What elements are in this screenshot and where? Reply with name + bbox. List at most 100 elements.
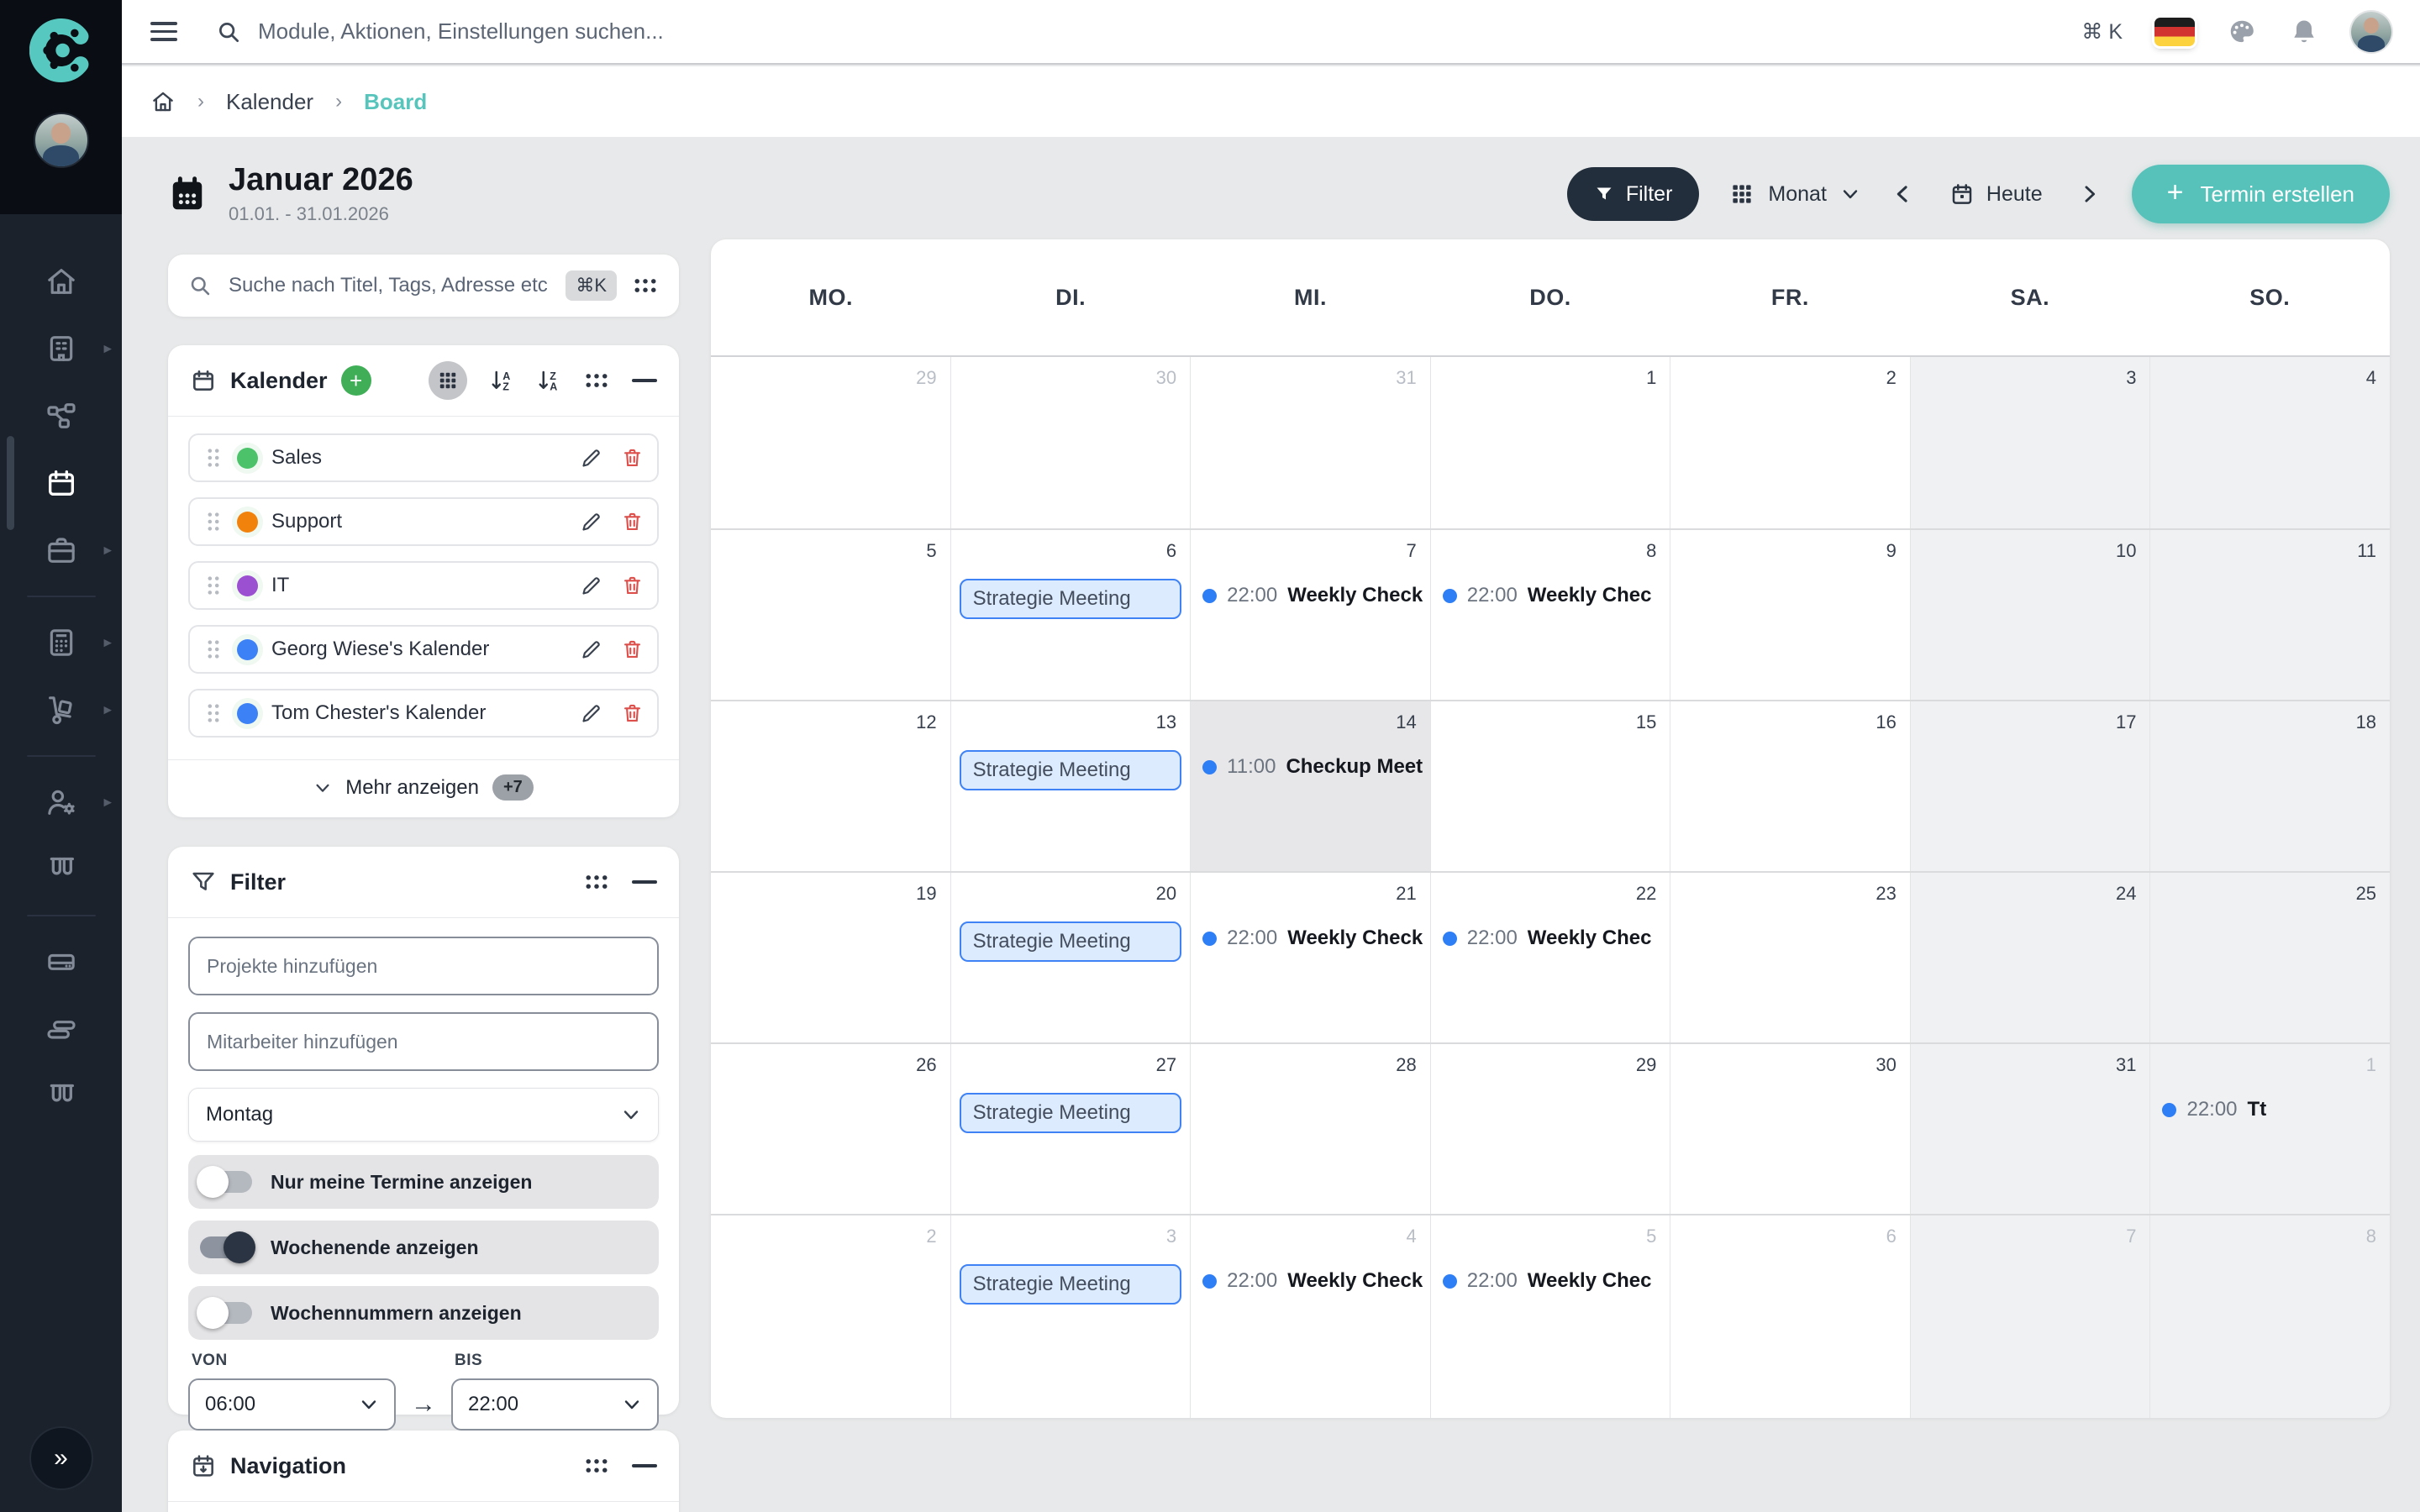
day-cell[interactable]: 10 [1909,530,2150,700]
global-search-input[interactable] [256,18,844,45]
show-more-button[interactable]: Mehr anzeigen +7 [168,759,679,815]
day-cell[interactable]: 28 [1190,1044,1430,1214]
calendar-list-item[interactable]: Georg Wiese's Kalender [188,625,659,674]
sort-az-button[interactable] [489,368,514,393]
time-to-select[interactable]: 22:00 [451,1378,659,1431]
day-cell[interactable]: 21 22:00 Weekly Check [1190,873,1430,1042]
day-cell[interactable]: 31 [1190,357,1430,528]
sidebar-item-home[interactable] [0,248,122,315]
event-timed[interactable]: 22:00 Weekly Check [1191,1269,1430,1293]
collapse-panel-button[interactable] [632,379,657,382]
day-cell[interactable]: 20 Strategie Meeting [950,873,1191,1042]
day-cell[interactable]: 2 [1670,357,1910,528]
employees-filter-input[interactable] [188,1012,659,1071]
day-cell[interactable]: 6 [1670,1215,1910,1418]
event-block[interactable]: Strategie Meeting [959,921,1182,962]
create-event-button[interactable]: + Termin erstellen [2131,165,2390,223]
breadcrumb-kalender[interactable]: Kalender [226,88,314,114]
day-cell[interactable]: 24 [1909,873,2150,1042]
sidebar-item-hand-truck[interactable]: ▸ [0,676,122,743]
day-cell[interactable]: 12 [711,701,950,871]
day-cell[interactable]: 3 [1909,357,2150,528]
event-timed[interactable]: 22:00 Weekly Check [1191,584,1430,607]
panel-drag-handle[interactable] [583,370,610,391]
event-block[interactable]: Strategie Meeting [959,1264,1182,1305]
event-timed[interactable]: 22:00 Weekly Chec [1431,584,1670,607]
day-cell[interactable]: 29 [711,357,950,528]
day-cell[interactable]: 1 [1429,357,1670,528]
day-cell[interactable]: 13 Strategie Meeting [950,701,1191,871]
event-block[interactable]: Strategie Meeting [959,579,1182,619]
calendar-view-toggle[interactable] [429,361,467,400]
view-mode-select[interactable]: Monat [1729,181,1860,207]
day-cell[interactable]: 8 [2149,1215,2390,1418]
calendar-list-item[interactable]: Support [188,497,659,546]
day-cell[interactable]: 6 Strategie Meeting [950,530,1191,700]
event-timed[interactable]: 22:00 Tt [2150,1098,2390,1121]
edit-calendar-button[interactable] [580,702,602,725]
event-timed[interactable]: 11:00 Checkup Meet [1191,755,1430,779]
day-cell[interactable]: 8 22:00 Weekly Chec [1429,530,1670,700]
home-icon[interactable] [150,89,176,114]
day-cell[interactable]: 2 [711,1215,950,1418]
event-timed[interactable]: 22:00 Weekly Check [1191,927,1430,950]
sidebar-item-user-settings[interactable]: ▸ [0,769,122,836]
drag-handle-icon[interactable] [203,445,224,470]
day-cell[interactable]: 15 [1429,701,1670,871]
day-cell[interactable]: 26 [711,1044,950,1214]
event-timed[interactable]: 22:00 Weekly Chec [1431,1269,1670,1293]
toggle-switch[interactable] [200,1231,255,1263]
panel-drag-handle[interactable] [583,871,610,893]
toggle-switch[interactable] [197,1297,252,1329]
notifications-bell-icon[interactable] [2289,17,2319,47]
edit-calendar-button[interactable] [580,447,602,470]
sidebar-item-calculator[interactable]: ▸ [0,609,122,676]
event-block[interactable]: Strategie Meeting [959,1093,1182,1133]
breadcrumb-board[interactable]: Board [364,88,428,114]
app-logo[interactable] [29,18,93,82]
day-cell[interactable]: 25 [2149,873,2390,1042]
theme-palette-icon[interactable] [2227,17,2257,47]
collapse-panel-button[interactable] [632,880,657,884]
collapse-panel-button[interactable] [632,1464,657,1467]
edit-calendar-button[interactable] [580,575,602,597]
day-cell[interactable]: 7 22:00 Weekly Check [1190,530,1430,700]
sidebar-item-company[interactable]: ▸ [0,315,122,382]
toggle-switch[interactable] [197,1166,252,1198]
day-cell[interactable]: 22 22:00 Weekly Chec [1429,873,1670,1042]
day-cell[interactable]: 30 [1670,1044,1910,1214]
next-month-button[interactable] [2078,182,2102,206]
drag-handle-icon[interactable] [203,573,224,598]
event-timed[interactable]: 22:00 Weekly Chec [1431,927,1670,950]
panel-drag-handle[interactable] [583,1455,610,1477]
sidebar-item-stack[interactable] [0,995,122,1063]
delete-calendar-button[interactable] [621,575,644,597]
day-cell[interactable]: 31 [1909,1044,2150,1214]
sidebar-item-hard-drive[interactable] [0,928,122,995]
week-start-select[interactable]: Montag [188,1088,659,1142]
sidebar-item-test-tubes[interactable] [0,836,122,903]
sidebar-item-briefcase[interactable]: ▸ [0,517,122,584]
day-cell[interactable]: 23 [1670,873,1910,1042]
sort-za-button[interactable] [536,368,561,393]
calendar-list-item[interactable]: IT [188,561,659,610]
sidebar-item-calendar[interactable] [0,449,122,517]
day-cell[interactable]: 4 [2149,357,2390,528]
drag-handle-icon[interactable] [203,701,224,726]
day-cell[interactable]: 16 [1670,701,1910,871]
day-cell[interactable]: 29 [1429,1044,1670,1214]
projects-filter-input[interactable] [188,937,659,995]
day-cell[interactable]: 19 [711,873,950,1042]
sidebar-user-avatar[interactable] [33,113,89,168]
day-cell[interactable]: 1 22:00 Tt [2149,1044,2390,1214]
delete-calendar-button[interactable] [621,447,644,470]
prev-month-button[interactable] [1891,182,1914,206]
calendar-list-item[interactable]: Sales [188,433,659,482]
user-avatar[interactable] [2351,11,2391,52]
event-block[interactable]: Strategie Meeting [959,750,1182,790]
day-cell[interactable]: 5 22:00 Weekly Chec [1429,1215,1670,1418]
day-cell[interactable]: 3 Strategie Meeting [950,1215,1191,1418]
delete-calendar-button[interactable] [621,702,644,725]
today-button[interactable]: Heute [1944,181,2048,207]
language-flag-german[interactable] [2154,17,2195,46]
